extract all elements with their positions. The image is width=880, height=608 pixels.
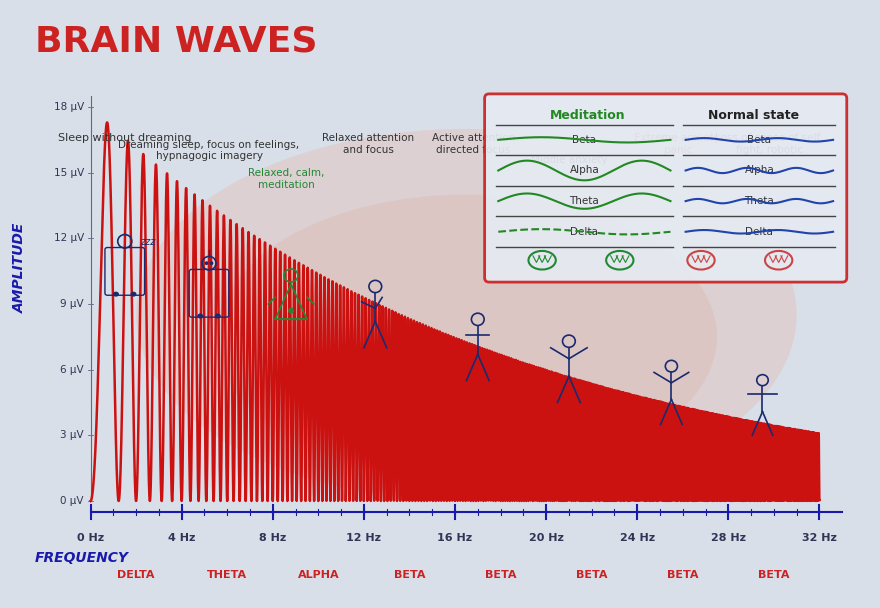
Text: BRAIN WAVES: BRAIN WAVES <box>35 24 318 58</box>
Ellipse shape <box>210 262 213 264</box>
Text: 0 μV: 0 μV <box>60 496 84 506</box>
Text: 24 Hz: 24 Hz <box>620 533 655 543</box>
Text: 9 μV: 9 μV <box>60 299 84 309</box>
Text: 6 μV: 6 μV <box>60 365 84 375</box>
Text: Alpha: Alpha <box>744 165 774 176</box>
Text: 15 μV: 15 μV <box>54 168 84 178</box>
Text: Meditation: Meditation <box>550 109 626 122</box>
Ellipse shape <box>114 292 118 296</box>
Text: Beta: Beta <box>572 135 597 145</box>
Text: 4 Hz: 4 Hz <box>168 533 195 543</box>
Text: zzz: zzz <box>140 238 155 247</box>
Text: 28 Hz: 28 Hz <box>711 533 746 543</box>
Text: ALPHA: ALPHA <box>297 570 339 579</box>
Text: BETA: BETA <box>667 570 699 579</box>
Text: 32 Hz: 32 Hz <box>802 533 837 543</box>
Text: 20 Hz: 20 Hz <box>529 533 563 543</box>
Text: 18 μV: 18 μV <box>54 102 84 112</box>
Text: Extreme anxiety,
panic: Extreme anxiety, panic <box>634 133 722 155</box>
Ellipse shape <box>289 308 293 313</box>
Text: 12 μV: 12 μV <box>54 233 84 243</box>
Text: Dreaming sleep, focus on feelings,
hypnagogic imagery: Dreaming sleep, focus on feelings, hypna… <box>119 140 299 162</box>
Text: Alpha: Alpha <box>569 165 599 176</box>
Text: BETA: BETA <box>393 570 425 579</box>
Text: BETA: BETA <box>576 570 607 579</box>
Text: 3 μV: 3 μV <box>60 430 84 440</box>
Text: Middle anxiety: Middle anxiety <box>531 155 607 165</box>
FancyBboxPatch shape <box>485 94 847 282</box>
Text: DELTA: DELTA <box>117 570 155 579</box>
Text: Beta: Beta <box>747 135 772 145</box>
Ellipse shape <box>136 129 796 501</box>
Text: Loss of sense of self,
fight, robotic: Loss of sense of self, fight, robotic <box>715 133 824 155</box>
Text: Sleep without dreaming: Sleep without dreaming <box>58 133 192 143</box>
Text: Delta: Delta <box>570 227 598 237</box>
Text: Theta: Theta <box>744 196 774 206</box>
Text: Theta: Theta <box>569 196 599 206</box>
Text: Relaxed attention
and focus: Relaxed attention and focus <box>322 133 414 155</box>
Text: BETA: BETA <box>759 570 789 579</box>
Text: Active attention
directed focus: Active attention directed focus <box>431 133 515 155</box>
Text: BETA: BETA <box>485 570 517 579</box>
Text: 16 Hz: 16 Hz <box>437 533 473 543</box>
Text: AMPLITUDE: AMPLITUDE <box>13 223 27 313</box>
Text: Relaxed, calm,
meditation: Relaxed, calm, meditation <box>248 168 325 190</box>
Ellipse shape <box>205 262 208 264</box>
Ellipse shape <box>131 292 136 296</box>
Text: 8 Hz: 8 Hz <box>260 533 286 543</box>
Text: THETA: THETA <box>207 570 247 579</box>
Text: Delta: Delta <box>745 227 774 237</box>
Ellipse shape <box>216 314 220 318</box>
Text: Normal state: Normal state <box>708 109 800 122</box>
Text: FREQUENCY: FREQUENCY <box>35 551 129 565</box>
Ellipse shape <box>198 314 202 318</box>
Text: 0 Hz: 0 Hz <box>77 533 104 543</box>
Ellipse shape <box>216 195 717 479</box>
Text: 12 Hz: 12 Hz <box>347 533 381 543</box>
